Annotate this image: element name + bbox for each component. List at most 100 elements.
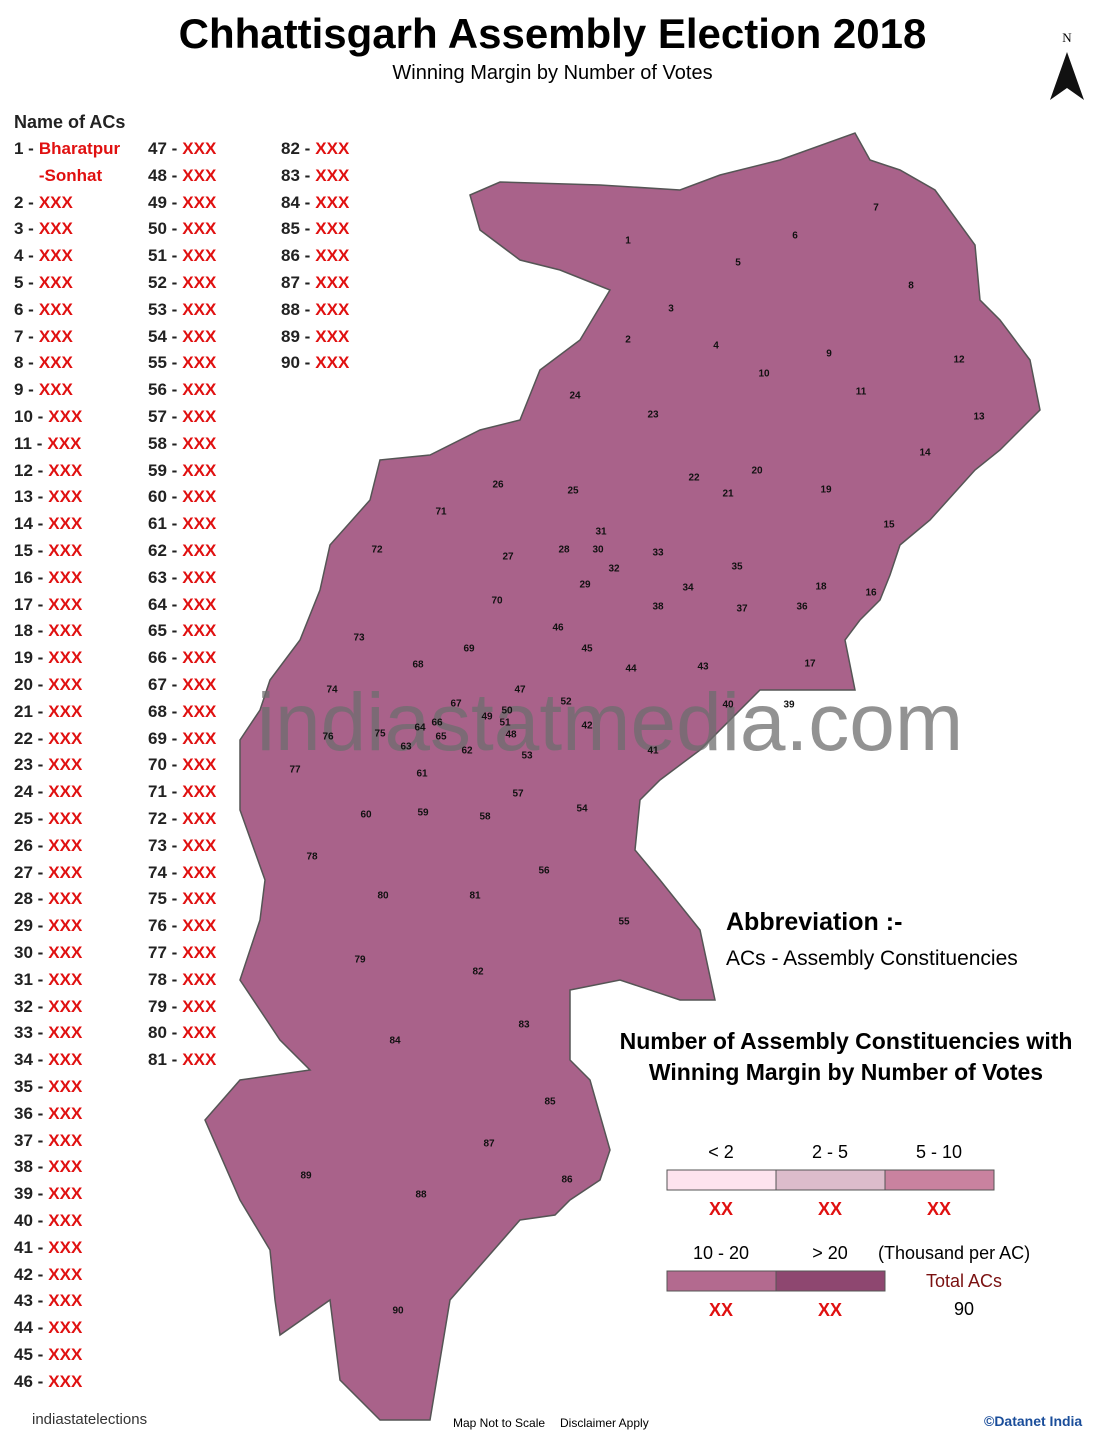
ac-item: 67 - XXX	[148, 672, 257, 699]
ac-number: 48 -	[148, 165, 178, 185]
ac-number: 2 -	[14, 192, 34, 212]
ac-number: 4 -	[14, 246, 34, 266]
ac-map-label: 61	[416, 769, 428, 780]
ac-item: 13 - XXX	[14, 484, 123, 511]
ac-name: Bharatpur -Sonhat	[38, 139, 121, 185]
ac-item: 52 - XXX	[148, 270, 257, 297]
ac-number: 29 -	[14, 916, 44, 936]
legend-label: 10 - 20	[693, 1243, 749, 1263]
ac-name: XXX	[182, 943, 217, 962]
ac-map-label: 50	[501, 706, 513, 717]
ac-map-label: 41	[647, 746, 659, 757]
ac-map-label: 45	[581, 644, 593, 655]
legend-label: > 20	[812, 1243, 848, 1263]
ac-name: XXX	[48, 1291, 83, 1311]
legend-swatch	[775, 1270, 886, 1292]
ac-map-label: 31	[595, 527, 607, 538]
ac-item: 78 - XXX	[148, 967, 257, 994]
ac-map-label: 85	[544, 1097, 556, 1108]
ac-number: 24 -	[14, 782, 44, 802]
ac-item: 80 - XXX	[148, 1020, 257, 1047]
ac-map-label: 42	[581, 721, 593, 732]
ac-item: 5 - XXX	[14, 270, 114, 297]
ac-map-label: 74	[326, 685, 338, 696]
ac-item: 73 - XXX	[148, 833, 257, 860]
ac-map-label: 53	[521, 751, 533, 762]
ac-name: XXX	[182, 835, 217, 855]
ac-number: 39 -	[14, 1184, 44, 1204]
ac-number: 78 -	[148, 969, 178, 989]
ac-item: 12 - XXX	[14, 458, 123, 485]
ac-number: 35 -	[14, 1077, 44, 1096]
ac-item: 44 - XXX	[14, 1315, 123, 1342]
ac-item: 53 - XXX	[148, 297, 257, 324]
ac-name: XXX	[182, 353, 217, 373]
ac-name: XXX	[48, 1318, 83, 1338]
ac-name: XXX	[182, 1050, 217, 1070]
ac-name: XXX	[48, 1184, 83, 1204]
ac-map-label: 8	[908, 281, 914, 292]
legend-title: Number of Assembly Constituencies with W…	[619, 1028, 1073, 1085]
ac-number: 59 -	[148, 460, 178, 480]
ac-map-label: 14	[919, 448, 931, 459]
ac-number: 85 -	[281, 219, 311, 239]
ac-item: 24 - XXX	[14, 779, 123, 806]
ac-number: 43 -	[14, 1291, 44, 1311]
legend-count: XX	[927, 1199, 951, 1219]
ac-map-label: 77	[289, 765, 301, 776]
ac-map-label: 17	[804, 659, 816, 670]
ac-name: XXX	[38, 192, 73, 212]
ac-number: 5 -	[14, 273, 34, 292]
ac-number: 50 -	[148, 219, 178, 239]
ac-name: XXX	[48, 567, 83, 587]
ac-item: 27 - XXX	[14, 860, 123, 887]
ac-item: 33 - XXX	[14, 1020, 123, 1047]
ac-number: 26 -	[14, 835, 44, 855]
ac-name: XXX	[182, 675, 217, 694]
ac-number: 52 -	[148, 273, 178, 292]
ac-name: XXX	[48, 1345, 83, 1364]
ac-item: 45 - XXX	[14, 1342, 123, 1369]
ac-map-label: 70	[491, 596, 503, 607]
ac-number: 16 -	[14, 567, 44, 587]
ac-map-label: 20	[751, 466, 763, 477]
ac-name: XXX	[48, 1103, 83, 1123]
ac-map-label: 34	[682, 583, 694, 594]
ac-item: 37 - XXX	[14, 1128, 123, 1155]
legend-unit: (Thousand per AC)	[878, 1243, 1031, 1263]
credit: ©Datanet India	[984, 1413, 1083, 1429]
ac-item: 2 - XXX	[14, 190, 114, 217]
ac-name: XXX	[315, 219, 350, 239]
ac-number: 70 -	[148, 755, 178, 775]
ac-number: 36 -	[14, 1103, 44, 1123]
ac-number: 9 -	[14, 380, 34, 400]
north-arrow	[1050, 52, 1084, 100]
ac-item: 82 - XXX	[281, 136, 390, 163]
ac-map-label: 86	[561, 1175, 573, 1186]
ac-item: 70 - XXX	[148, 752, 257, 779]
ac-map-label: 73	[353, 633, 365, 644]
ac-name: XXX	[182, 728, 217, 748]
ac-item: 1 - Bharatpur -Sonhat	[14, 136, 121, 190]
ac-item: 26 - XXX	[14, 833, 123, 860]
ac-map-label: 90	[392, 1306, 404, 1317]
ac-item: 66 - XXX	[148, 645, 257, 672]
ac-item: 34 - XXX	[14, 1047, 123, 1074]
ac-item: 90 - XXX	[281, 350, 390, 377]
ac-item: 17 - XXX	[14, 592, 123, 619]
ac-name: XXX	[48, 621, 83, 641]
ac-number: 44 -	[14, 1318, 44, 1338]
ac-map-label: 22	[688, 473, 700, 484]
ac-map-label: 9	[826, 349, 832, 360]
ac-number: 17 -	[14, 594, 44, 614]
ac-name: XXX	[182, 273, 217, 292]
legend-swatch	[775, 1169, 886, 1191]
ac-number: 54 -	[148, 326, 178, 346]
ac-number: 75 -	[148, 889, 178, 909]
ac-item: 76 - XXX	[148, 913, 257, 940]
ac-name: XXX	[182, 889, 217, 909]
ac-name: XXX	[48, 862, 83, 882]
ac-map-label: 83	[518, 1020, 530, 1031]
ac-name: XXX	[38, 273, 73, 292]
ac-name: XXX	[315, 326, 350, 346]
